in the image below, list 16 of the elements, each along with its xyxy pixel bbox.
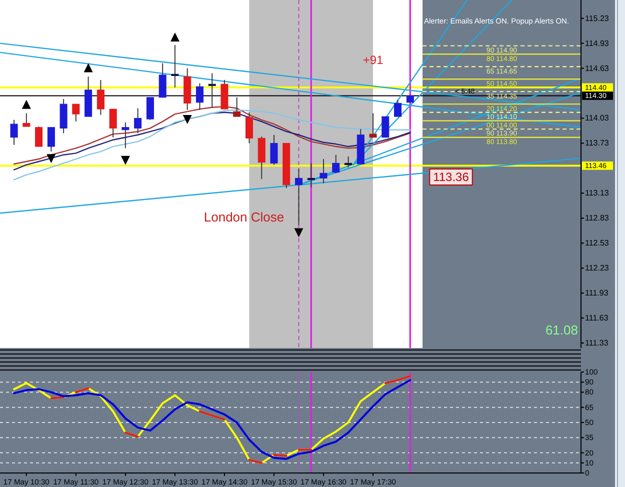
y-tick-label: 113.13 (585, 188, 610, 198)
y-tick-label: 111.93 (585, 288, 609, 298)
y-tick-label: 112.53 (585, 238, 610, 248)
y-tick-label: 112.83 (585, 214, 610, 223)
y-tick-label: 112.23 (585, 264, 610, 273)
annotation: 61.08 (545, 322, 578, 338)
y-tick-label: 115.23 (585, 14, 610, 23)
annotation: +91 (362, 53, 384, 67)
y-tick-label: 113.73 (585, 138, 610, 148)
y-tick-label: 114.93 (585, 38, 610, 48)
annotation: London Close (204, 210, 284, 224)
y-tick-label: 111.33 (585, 338, 609, 348)
y-tick-label: 114.03 (585, 114, 610, 123)
y-tick-label: 111.63 (585, 314, 609, 323)
annotation: 113.36 (433, 170, 470, 184)
y-tick-label: 114.63 (585, 64, 610, 73)
